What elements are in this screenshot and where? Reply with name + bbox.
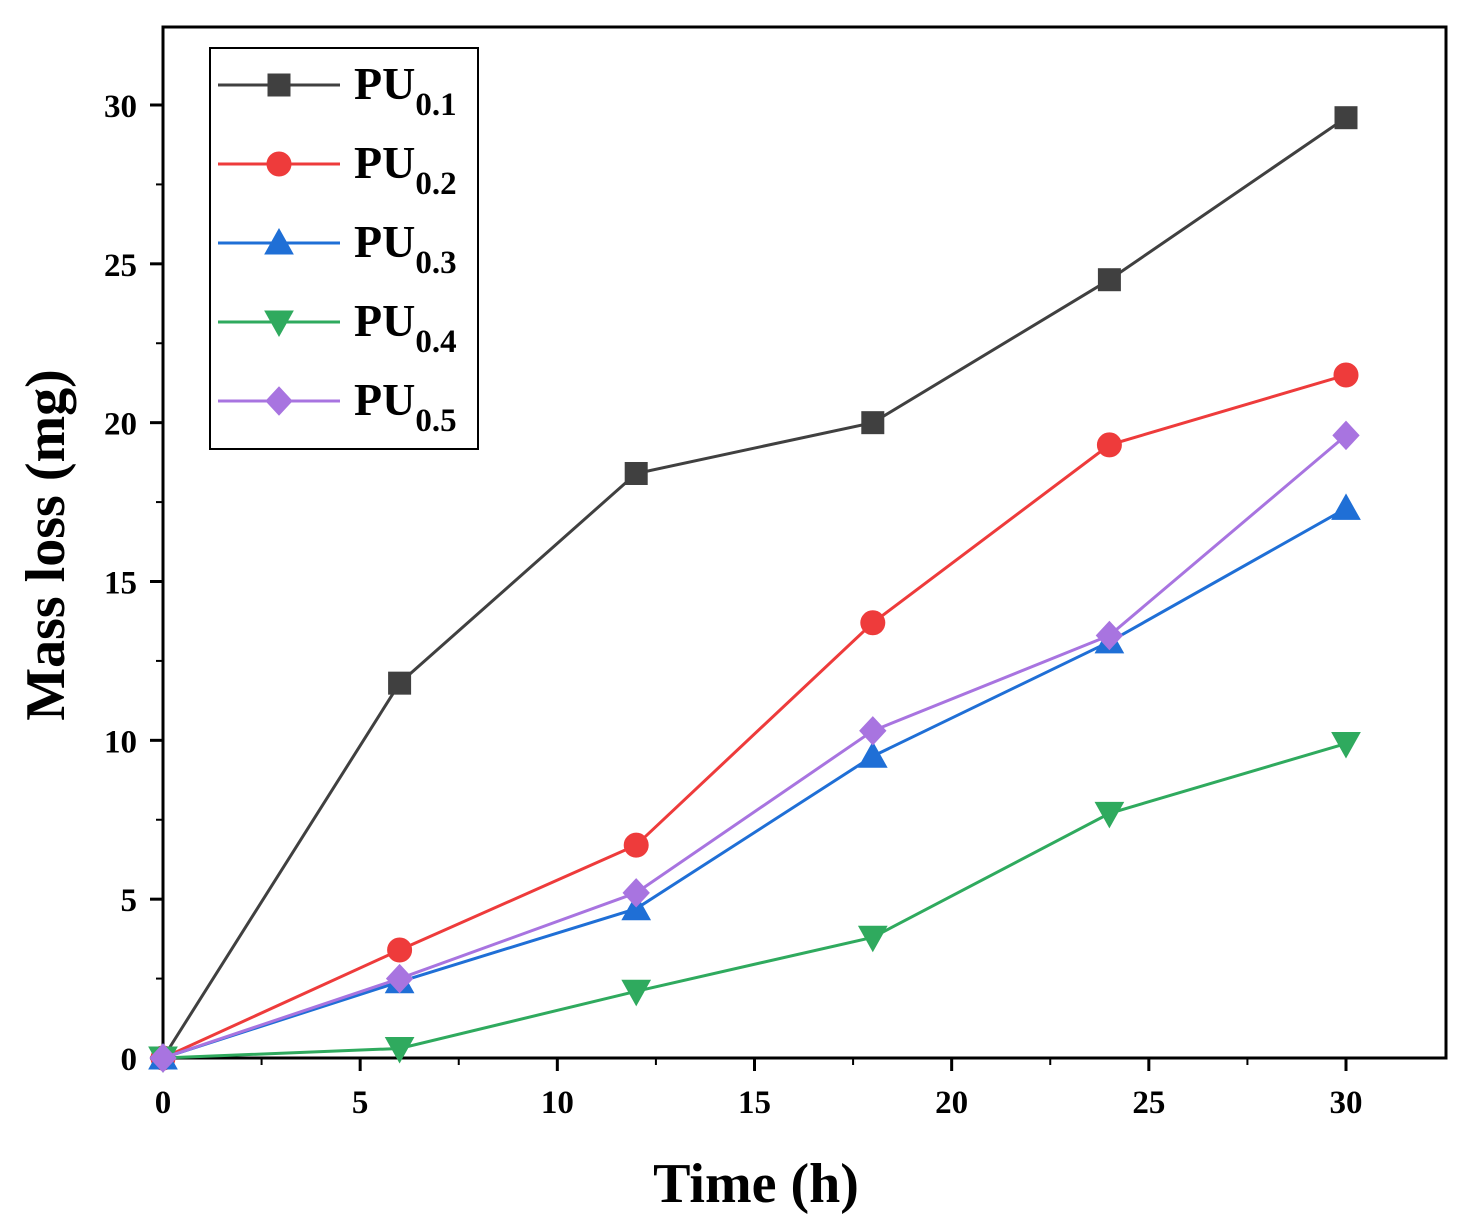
legend-label: PU0.4 [354, 295, 457, 360]
legend-label-sub: 0.1 [415, 87, 456, 123]
data-point-PU0.5-18 [859, 716, 887, 746]
legend-marker [264, 310, 294, 338]
series-line-PU0.1 [161, 116, 1347, 1059]
x-tick-label: 30 [1330, 1085, 1363, 1121]
x-tick-label: 0 [155, 1085, 172, 1121]
x-axis-title: Time (h) [653, 1153, 859, 1215]
y-tick-label: 30 [104, 89, 137, 125]
legend-marker [264, 227, 294, 255]
series-PU0.4 [148, 732, 1361, 1074]
data-point-PU0.5-30 [1332, 420, 1360, 451]
x-tick-label: 10 [541, 1085, 574, 1121]
data-point-PU0.4-18 [857, 925, 888, 953]
y-tick-label: 15 [104, 566, 137, 602]
data-point-PU0.3-18 [857, 741, 888, 768]
x-tick-label: 20 [935, 1085, 968, 1121]
data-point-PU0.3-30 [1331, 493, 1361, 520]
series-line-PU0.4 [162, 742, 1347, 1060]
data-point-PU0.4-30 [1331, 732, 1361, 759]
data-point-PU0.1-24 [1097, 268, 1121, 292]
legend-label: PU0.2 [354, 137, 457, 202]
legend-label-base: PU [354, 374, 415, 425]
data-point-PU0.4-12 [621, 979, 652, 1007]
legend-label-sub: 0.3 [415, 245, 456, 281]
legend-label: PU0.1 [354, 58, 457, 123]
x-tick-label: 15 [738, 1085, 771, 1121]
y-tick-label: 10 [104, 724, 137, 760]
legend-marker [265, 386, 293, 416]
data-point-PU0.2-30 [1333, 362, 1359, 388]
series-PU0.5 [149, 420, 1360, 1073]
legend-label: PU0.3 [354, 216, 457, 281]
legend-label-sub: 0.5 [415, 403, 456, 439]
y-axis-title: Mass loss (mg) [15, 369, 77, 721]
data-point-PU0.4-6 [384, 1036, 415, 1064]
data-point-PU0.1-30 [1334, 106, 1358, 130]
data-point-PU0.5-12 [622, 878, 650, 908]
data-point-PU0.2-18 [860, 610, 886, 636]
data-point-PU0.4-24 [1094, 801, 1125, 829]
data-point-PU0.1-18 [861, 411, 885, 435]
series-layer [148, 106, 1361, 1074]
data-point-PU0.2-12 [623, 832, 649, 858]
legend-label-base: PU [354, 216, 415, 267]
legend-marker [266, 151, 292, 177]
legend-label-base: PU [354, 58, 415, 109]
data-point-PU0.5-6 [385, 963, 414, 994]
x-tick-label: 25 [1132, 1085, 1165, 1121]
series-line-PU0.3 [162, 507, 1347, 1060]
series-line-PU0.2 [162, 373, 1347, 1060]
data-point-PU0.5-24 [1095, 620, 1124, 651]
x-tick-label: 5 [352, 1085, 369, 1121]
y-tick-label: 25 [104, 248, 137, 284]
axis-ticks: 0 5 10 15 20 25 30 0 5 10 15 20 25 30 [104, 89, 1363, 1121]
data-point-PU0.1-6 [388, 671, 412, 695]
plot-frame [161, 25, 1448, 1060]
y-tick-label: 5 [121, 883, 138, 919]
data-point-PU0.5-0 [149, 1043, 177, 1073]
legend-box [209, 47, 479, 450]
legend-label-base: PU [354, 295, 415, 346]
y-tick-label: 0 [121, 1042, 138, 1078]
legend-label-base: PU [354, 137, 415, 188]
y-tick-label: 20 [104, 407, 137, 443]
data-point-PU0.2-6 [387, 937, 413, 963]
series-PU0.1 [151, 106, 1358, 1070]
legend-label-sub: 0.2 [415, 166, 456, 202]
legend-label: PU0.5 [354, 374, 457, 439]
series-line-PU0.5 [162, 434, 1347, 1060]
data-point-PU0.2-24 [1096, 432, 1122, 458]
legend-label-sub: 0.4 [415, 324, 456, 360]
legend-marker [267, 73, 291, 97]
data-point-PU0.1-12 [624, 461, 648, 485]
